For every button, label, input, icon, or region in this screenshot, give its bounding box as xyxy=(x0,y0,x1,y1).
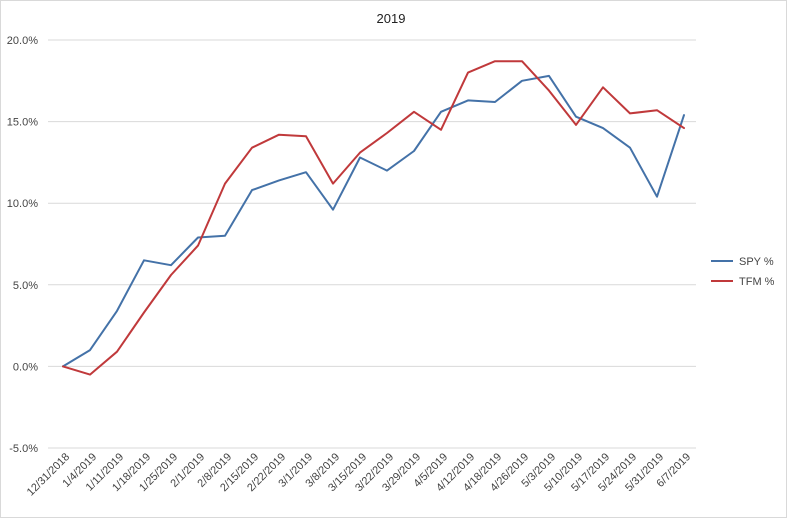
series-line xyxy=(62,74,685,368)
y-tick-label: 15.0% xyxy=(7,117,38,129)
legend: SPY % TFM % xyxy=(711,256,775,288)
y-tick-label: 0.0% xyxy=(13,361,38,373)
legend-label: SPY % xyxy=(739,256,774,268)
y-tick-label: -5.0% xyxy=(9,443,38,455)
gridlines xyxy=(48,39,696,449)
legend-label: TFM % xyxy=(739,276,775,288)
x-tick-label: 12/31/2018 xyxy=(25,451,72,498)
series-line xyxy=(62,60,685,376)
x-axis-labels: 12/31/20181/4/20191/11/20191/18/20191/25… xyxy=(25,451,693,498)
y-tick-label: 5.0% xyxy=(13,280,38,292)
y-axis-labels: -5.0% 0.0% 5.0% 10.0% 15.0% 20.0% xyxy=(7,35,38,455)
chart-title: 2019 xyxy=(377,11,406,26)
series-lines xyxy=(62,60,685,376)
y-tick-label: 10.0% xyxy=(7,198,38,210)
y-tick-label: 20.0% xyxy=(7,35,38,47)
